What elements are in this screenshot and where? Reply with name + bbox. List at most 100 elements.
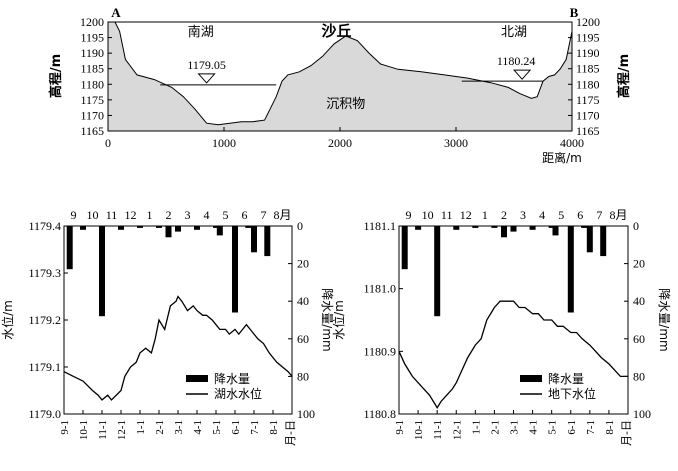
precipitation-bar	[245, 226, 252, 228]
x-tick-label: 12-1	[451, 420, 463, 440]
y-tick-label-left: 1165	[80, 124, 104, 138]
month-label: 2	[166, 208, 172, 222]
y-tick-label-left: 1175	[80, 93, 104, 107]
x-axis-label: 月-日	[620, 420, 633, 446]
y2-axis-label: 降水量/mm	[320, 288, 334, 351]
x-tick-label: 1-1	[135, 420, 147, 435]
precipitation-bar	[567, 226, 574, 313]
corner-label-b: B	[570, 5, 579, 20]
x-tick-label: 9-1	[59, 420, 71, 435]
x-tick-label: 2000	[328, 136, 352, 150]
x-tick-label: 6-1	[230, 420, 242, 435]
legend-bar-swatch	[520, 375, 542, 382]
month-label: 6	[242, 208, 248, 222]
south-lake-label: 南湖	[188, 24, 214, 40]
precipitation-bar	[600, 226, 607, 257]
y2-tick-label: 0	[633, 219, 639, 233]
y-tick-label-right: 1175	[576, 93, 600, 107]
x-tick-label: 10-1	[413, 420, 425, 440]
y-tick-label-left: 1195	[80, 31, 104, 45]
month-label: 7	[261, 208, 267, 222]
precipitation-bar	[165, 226, 172, 238]
month-label: 6	[577, 208, 583, 222]
north-lake-panel: 1180.8 1180.9 1181.0 1181.1 0 20 40 60 80 100 9-1 9…	[331, 208, 671, 446]
legend-bar-label: 降水量	[214, 372, 250, 386]
y-tick-label-left: 1170	[80, 108, 104, 122]
x-tick-label: 1000	[212, 136, 236, 150]
dune-label: 沙丘	[322, 22, 352, 40]
y-axis-label: 水位/m	[331, 300, 346, 340]
precipitation-bar	[453, 226, 460, 230]
precipitation-bar	[510, 226, 517, 232]
precipitation-bar	[232, 226, 238, 313]
legend-bar-swatch	[186, 375, 208, 382]
precipitation-bar	[175, 226, 181, 232]
precipitation-bar	[80, 226, 86, 230]
y-tick-label-right: 1185	[576, 62, 600, 76]
x-tick-label: 11-1	[97, 420, 109, 440]
x-tick-label: 5-1	[211, 420, 223, 435]
x-tick-label: 3-1	[509, 420, 521, 435]
precipitation-bar	[529, 226, 536, 230]
x-tick-label: 7-1	[585, 420, 597, 435]
x-tick-label: 1-1	[470, 420, 482, 435]
precipitation-bar	[491, 226, 498, 228]
month-label: 4	[204, 208, 210, 222]
y2-tick-label: 100	[297, 407, 315, 421]
month-label: 8月	[609, 208, 627, 222]
y-tick-label-left: 1180	[80, 77, 104, 91]
y-tick-label-right: 1200	[576, 15, 600, 29]
month-label: 2	[501, 208, 507, 222]
precipitation-bar	[251, 226, 257, 253]
y-tick-label: 1181.0	[363, 282, 396, 296]
y-axis-label-left: 高程/m	[48, 54, 64, 98]
north-lake-label: 北湖	[501, 25, 527, 40]
precipitation-bar	[552, 226, 559, 236]
y-tick-label-right: 1190	[576, 46, 600, 60]
x-axis-label: 月-日	[284, 420, 297, 446]
precipitation-bar	[194, 226, 200, 230]
x-tick-label: 4-1	[192, 420, 204, 435]
y-tick-label: 1180.8	[363, 407, 396, 421]
water-level-marker	[197, 73, 216, 84]
x-tick-label: 8-1	[604, 420, 616, 435]
month-label: 7	[596, 208, 602, 222]
y2-tick-label: 40	[633, 294, 645, 308]
month-label: 4	[539, 208, 545, 222]
precipitation-bar	[137, 226, 143, 228]
x-tick-label: 12-1	[116, 420, 128, 440]
precipitation-bar	[581, 226, 588, 228]
month-label: 9	[71, 208, 77, 222]
month-label: 3	[520, 208, 526, 222]
y2-tick-label: 60	[633, 332, 645, 346]
y-tick-label: 1179.1	[28, 360, 61, 374]
x-tick-label: 3-1	[173, 420, 185, 435]
y-tick-label-right: 1170	[576, 108, 600, 122]
water-level-series-line	[63, 295, 293, 401]
y-tick-label: 1179.3	[28, 266, 61, 280]
precipitation-bar	[99, 226, 105, 317]
y2-axis-label: 降水量/mm	[657, 288, 671, 351]
x-tick-label: 0	[105, 136, 111, 150]
month-label: 1	[482, 208, 488, 222]
precipitation-bar	[415, 226, 422, 230]
y-tick-label: 1181.1	[363, 219, 396, 233]
x-tick-label: 5-1	[547, 420, 559, 435]
water-level-series-line	[398, 300, 628, 409]
month-label: 5	[558, 208, 564, 222]
x-tick-label: 8-1	[268, 420, 280, 435]
month-label: 12	[125, 208, 137, 222]
x-tick-label: 9-1	[394, 420, 406, 435]
water-level-label: 1180.24	[497, 54, 536, 68]
month-label: 8月	[273, 208, 291, 222]
y-tick-label: 1179.4	[28, 219, 61, 233]
y-tick-label: 1180.9	[363, 344, 396, 358]
month-label: 5	[223, 208, 229, 222]
legend-line-label: 地下水位	[548, 386, 596, 401]
month-label: 11	[441, 208, 453, 222]
precipitation-bar	[586, 226, 593, 253]
y-tick-label-right: 1165	[576, 124, 600, 138]
corner-label-a: A	[111, 5, 121, 20]
